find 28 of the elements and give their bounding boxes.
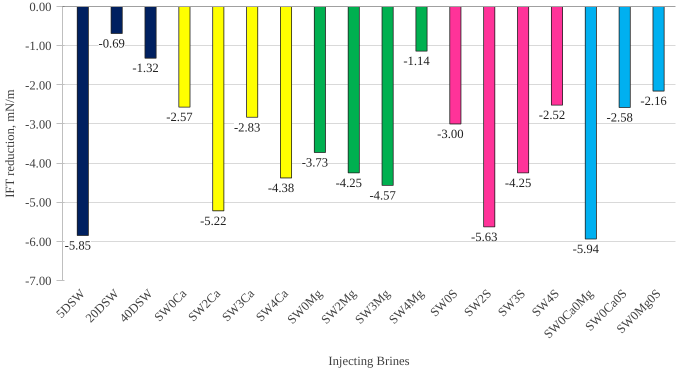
data-label: -1.14 [403, 54, 430, 68]
y-tick-label: -3.00 [25, 117, 52, 132]
data-label: -2.57 [166, 110, 193, 124]
data-label: -4.25 [336, 176, 362, 190]
y-tick-label: -4.00 [25, 156, 52, 171]
y-tick-label: 0.00 [29, 0, 52, 14]
data-label: -2.83 [234, 120, 260, 134]
y-tick-label: -6.00 [25, 234, 52, 249]
data-label: -4.38 [268, 180, 294, 195]
data-label: -1.32 [132, 61, 159, 76]
data-label: -5.94 [572, 242, 600, 256]
data-label: -2.58 [606, 110, 633, 124]
data-label: -3.00 [437, 126, 464, 141]
y-tick-label: -7.00 [25, 274, 52, 288]
data-label: -3.73 [302, 156, 328, 170]
y-tick-label: -5.00 [25, 196, 52, 210]
y-axis-title: IFT reduction, mN/m [3, 89, 18, 198]
data-label: -5.22 [200, 214, 226, 228]
data-label: -2.16 [640, 94, 667, 108]
data-label: -5.85 [64, 238, 92, 252]
y-tick-label: -1.00 [25, 39, 52, 54]
data-label: -4.57 [369, 188, 396, 202]
y-tick-label: -2.00 [25, 78, 52, 92]
data-label: -4.25 [504, 176, 532, 190]
x-axis-title: Injecting Brines [328, 354, 410, 368]
data-label: -5.63 [471, 230, 498, 244]
data-label: -0.69 [98, 36, 125, 51]
data-label: -2.52 [538, 108, 566, 122]
